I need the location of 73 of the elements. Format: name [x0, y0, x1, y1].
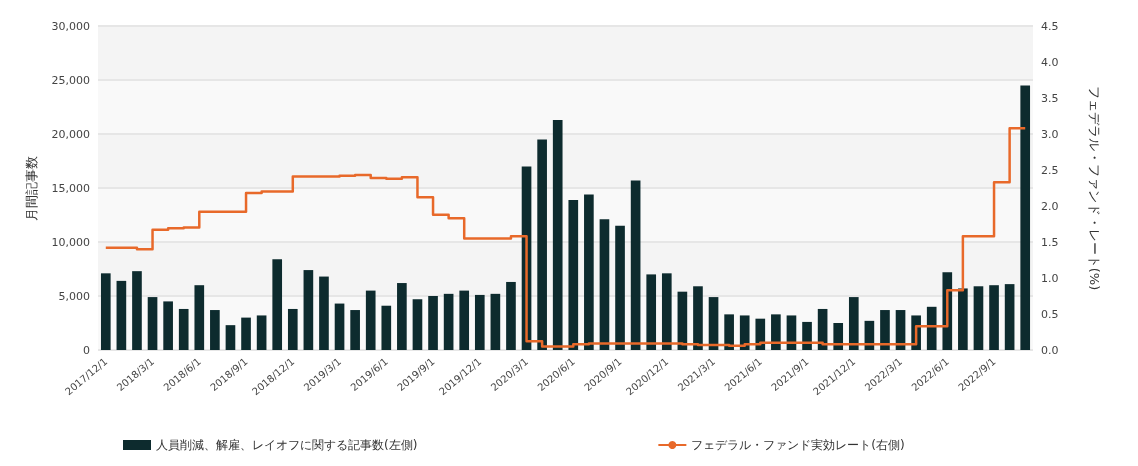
bar [334, 303, 345, 350]
y2-tick-label: 2.0 [1041, 199, 1059, 213]
bar [708, 297, 719, 350]
y2-tick-label: 4.5 [1041, 19, 1059, 33]
bar [661, 273, 672, 350]
bar [630, 180, 641, 350]
bar [116, 280, 127, 350]
bar [474, 294, 485, 350]
bar [802, 321, 812, 350]
legend-label: 人員削減、解雇、レイオフに関する記事数(左側) [156, 438, 418, 452]
bar [365, 290, 376, 350]
bar [755, 318, 766, 350]
bar [989, 285, 999, 350]
bar [132, 271, 142, 350]
y2-tick-label: 3.5 [1041, 91, 1059, 105]
y-tick-label: 25,000 [51, 73, 90, 87]
bar [287, 308, 298, 350]
y-tick-label: 20,000 [51, 127, 90, 141]
bar [926, 306, 937, 350]
bar [958, 288, 968, 350]
bar [147, 297, 158, 350]
bar [397, 283, 407, 350]
bar [646, 274, 657, 350]
y-tick-label: 15,000 [51, 181, 90, 195]
bar [178, 308, 189, 350]
bar [100, 273, 111, 350]
bar [428, 296, 438, 350]
bar [459, 290, 470, 350]
bar [272, 259, 283, 350]
y2-tick-label: 3.0 [1041, 127, 1059, 141]
legend-label: フェデラル・ファンド実効レート(右側) [691, 438, 905, 452]
bar [552, 119, 563, 350]
bar [163, 301, 173, 350]
bar [225, 325, 236, 350]
y2-tick-label: 0.0 [1041, 343, 1059, 357]
bar [833, 323, 844, 350]
y-tick-label: 0 [83, 343, 90, 357]
bar [1004, 284, 1015, 350]
y2-tick-label: 0.5 [1041, 307, 1059, 321]
bar [194, 285, 205, 350]
y2-tick-label: 1.0 [1041, 271, 1059, 285]
bar [537, 139, 547, 350]
bar [256, 315, 267, 350]
bar [1020, 85, 1031, 350]
y-tick-label: 5,000 [58, 289, 90, 303]
y2-axis-title: フェデラル・ファンド・レート(%) [1087, 85, 1102, 291]
bar [693, 286, 703, 350]
bar [880, 310, 890, 350]
bar [584, 194, 594, 350]
y-axis-title: 月間記事数 [24, 155, 39, 221]
y2-tick-label: 2.5 [1041, 163, 1059, 177]
bar [973, 286, 984, 350]
bar [350, 310, 360, 350]
bar [771, 314, 781, 350]
bar [615, 225, 625, 350]
bar [412, 299, 423, 350]
bar [599, 219, 610, 350]
y2-tick-label: 1.5 [1041, 235, 1059, 249]
bar [303, 270, 314, 350]
y2-tick-label: 4.0 [1041, 55, 1059, 69]
bar [381, 305, 392, 350]
y-tick-label: 10,000 [51, 235, 90, 249]
bar [490, 293, 501, 350]
bar [443, 293, 454, 350]
bar [724, 314, 734, 350]
bar [506, 281, 516, 350]
y-tick-label: 30,000 [51, 19, 90, 33]
bar [319, 276, 329, 350]
bar [568, 199, 579, 350]
bar [848, 297, 859, 350]
bar [739, 315, 750, 350]
bar [241, 317, 251, 350]
bar [210, 310, 220, 350]
